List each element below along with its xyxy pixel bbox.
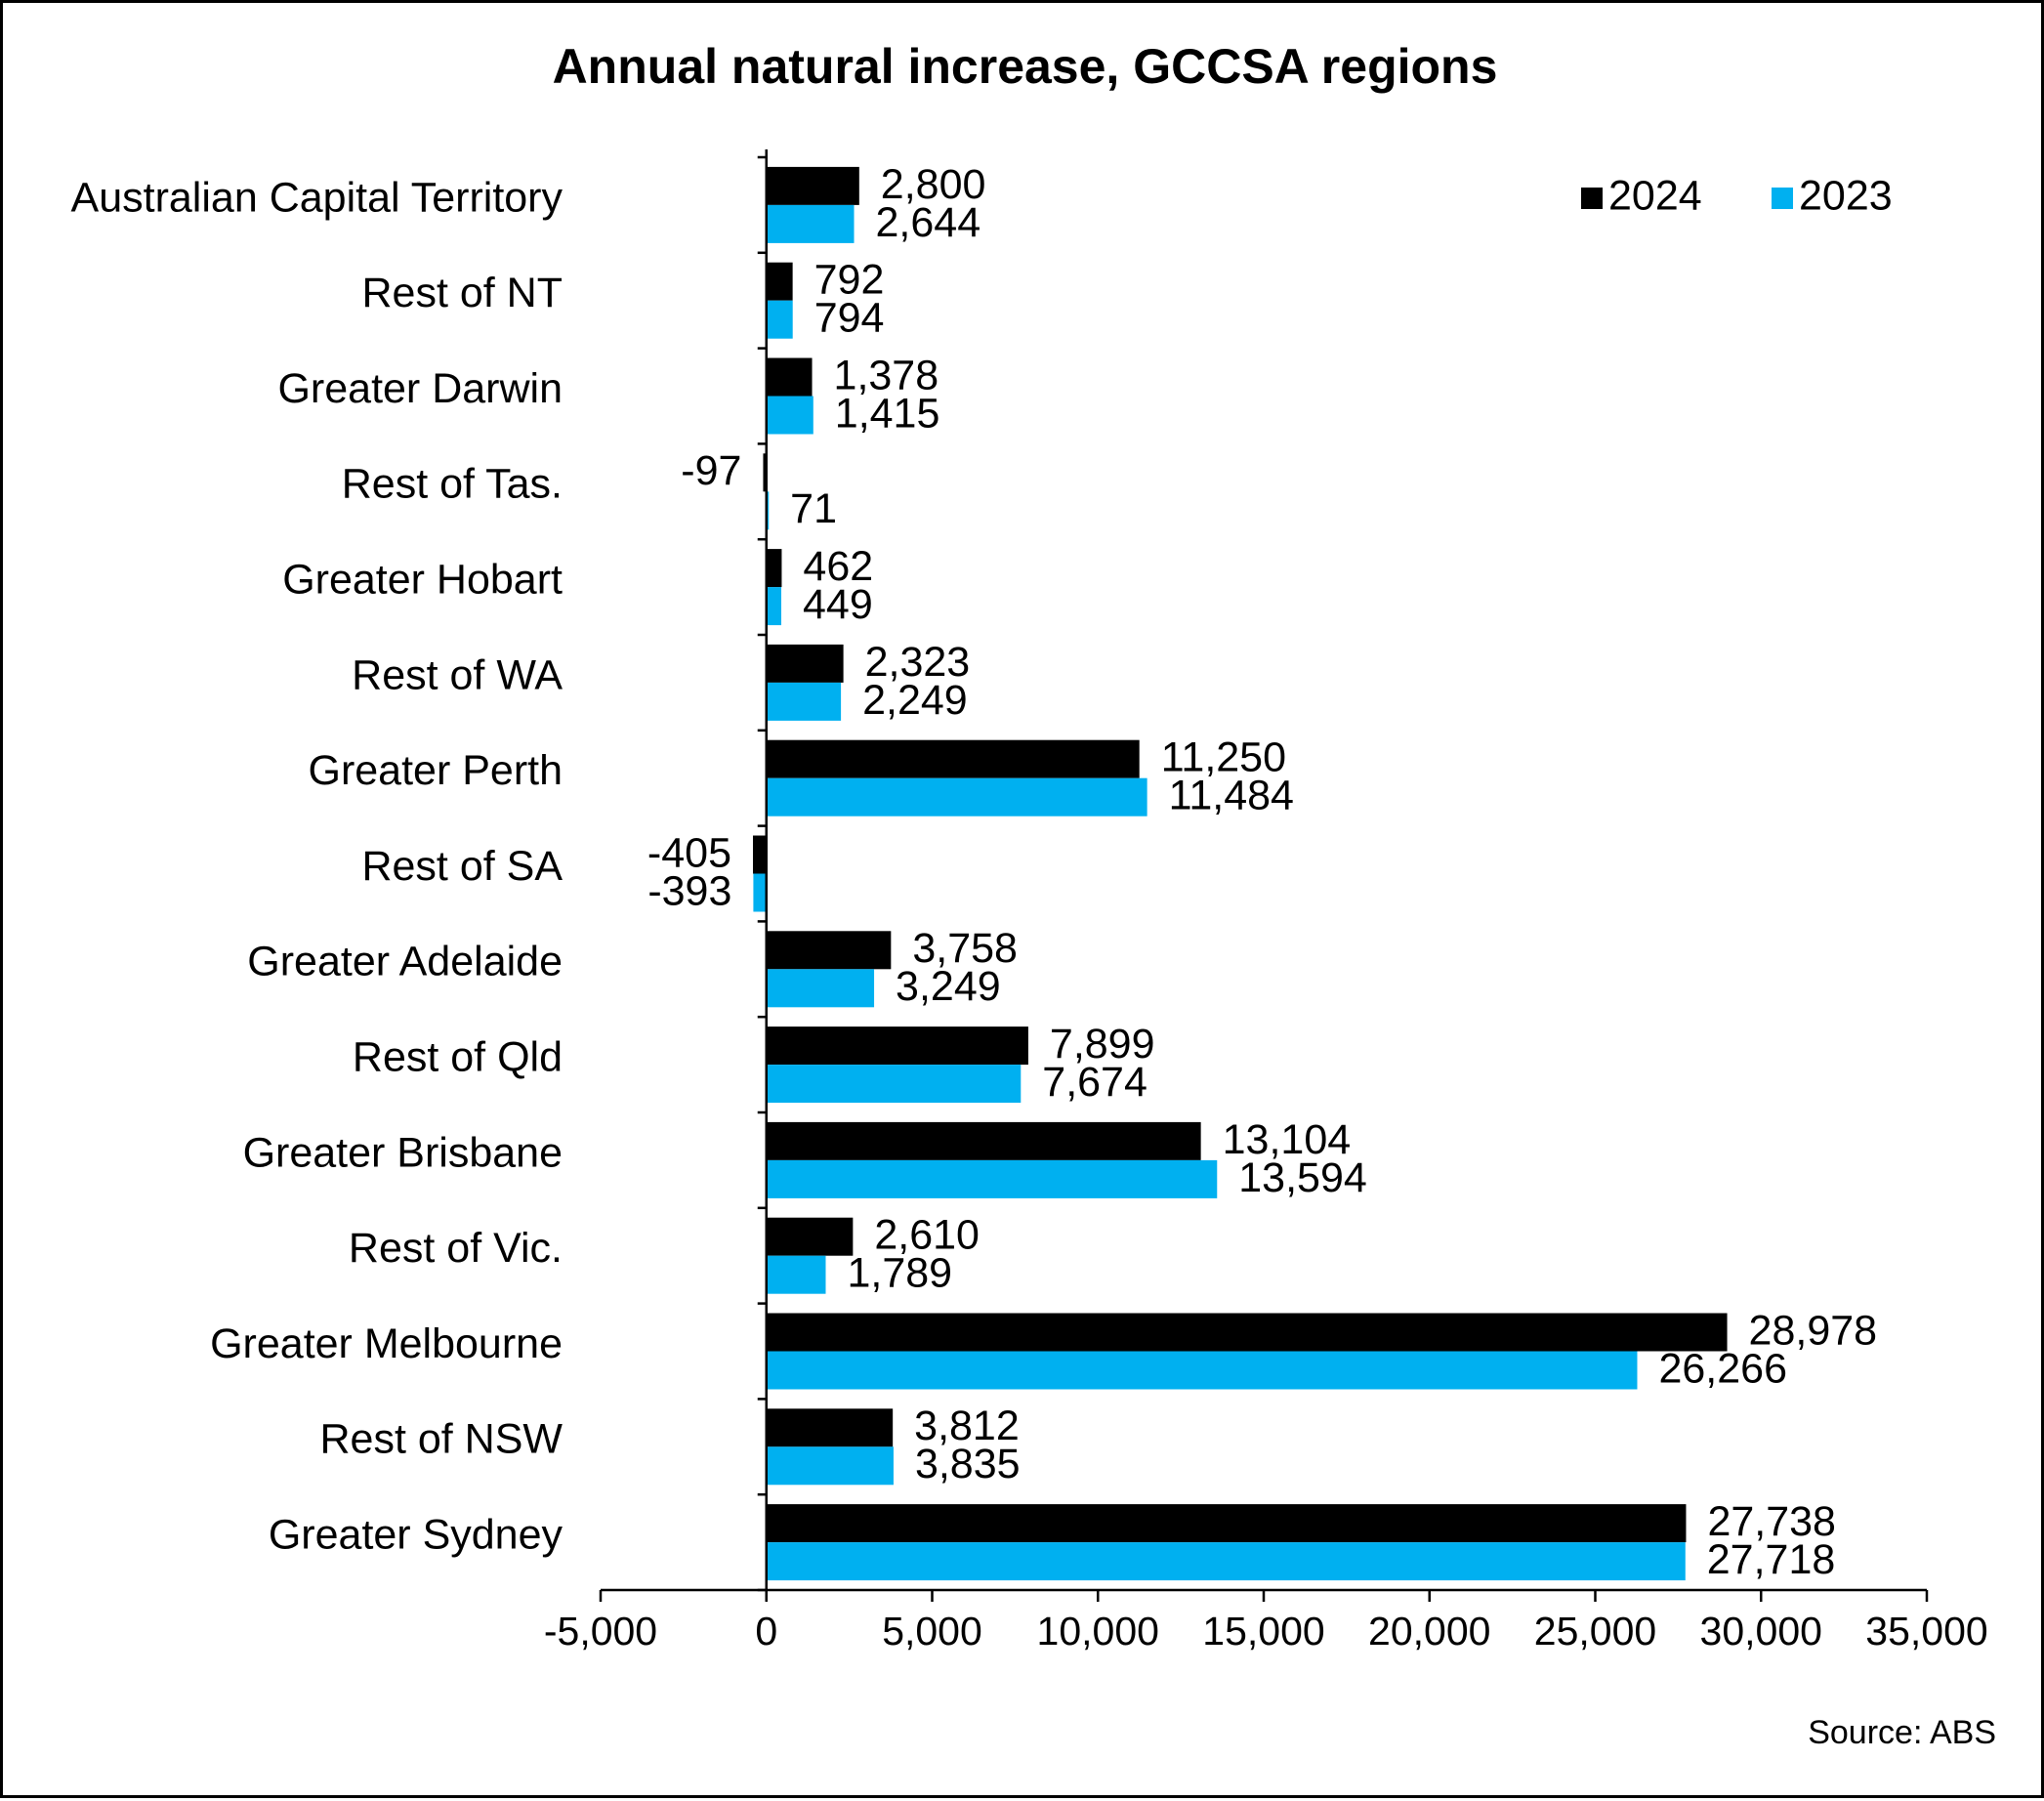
bar-2023-14 [766, 1446, 894, 1486]
bar-2024-11 [766, 1121, 1201, 1160]
value-label: 3,249 [896, 963, 1001, 1010]
bar-2024-15 [766, 1504, 1687, 1543]
bar-2024-6 [766, 644, 844, 683]
category-label: Rest of NSW [320, 1416, 563, 1463]
bar-2023-10 [766, 1065, 1022, 1104]
value-label: 2,323 [865, 639, 971, 686]
value-label: 2,644 [876, 199, 981, 246]
value-label: 7,674 [1042, 1059, 1147, 1106]
bar-2023-5 [766, 587, 781, 626]
bar-2024-8 [753, 835, 767, 874]
bar-2023-11 [766, 1159, 1218, 1198]
category-label: Rest of WA [352, 651, 563, 698]
value-label: 2,249 [862, 677, 968, 724]
legend-swatch [1581, 188, 1603, 209]
bar-2024-12 [766, 1217, 854, 1256]
category-label: Greater Darwin [277, 365, 563, 412]
value-label: 11,250 [1161, 734, 1286, 781]
value-label: 28,978 [1749, 1307, 1878, 1354]
bar-2023-12 [766, 1255, 826, 1294]
value-label: 449 [803, 581, 873, 628]
value-label: 7,899 [1050, 1021, 1155, 1068]
value-label: 792 [814, 257, 885, 304]
tick-label: 25,000 [1534, 1609, 1656, 1654]
value-label: -405 [647, 829, 731, 876]
bar-2023-8 [753, 873, 767, 912]
tick-label: 20,000 [1368, 1609, 1490, 1654]
category-label: Greater Perth [309, 747, 563, 794]
category-label: Rest of Qld [353, 1033, 563, 1080]
bar-2024-1 [766, 166, 859, 205]
category-label: Greater Adelaide [247, 939, 563, 985]
category-label: Greater Melbourne [210, 1320, 563, 1367]
category-label: Greater Hobart [282, 556, 563, 603]
value-label: -393 [647, 867, 731, 914]
tick-label: 30,000 [1700, 1609, 1822, 1654]
bar-2024-10 [766, 1026, 1028, 1066]
legend-label: 2024 [1608, 172, 1702, 219]
legend-item-2024: 2024 [1581, 172, 1702, 219]
category-label: Rest of NT [362, 270, 563, 316]
chart-title: Annual natural increase, GCCSA regions [552, 39, 1498, 94]
bar-2024-14 [766, 1408, 894, 1447]
value-label: 26,266 [1658, 1345, 1787, 1392]
bar-2023-15 [766, 1542, 1686, 1581]
legend-swatch [1772, 188, 1793, 209]
tick-label: 10,000 [1037, 1609, 1159, 1654]
value-label: 2,610 [874, 1212, 980, 1259]
bar-2023-9 [766, 969, 875, 1008]
axes: -5,000 0 5,000 10,000 15,000 20,000 25,000 30,0… [544, 149, 1988, 1654]
category-label: Greater Brisbane [243, 1129, 563, 1176]
bar-2024-7 [766, 739, 1140, 778]
value-label: 71 [790, 485, 837, 532]
value-label: 1,378 [834, 352, 939, 398]
bar-2024-2 [766, 262, 793, 301]
value-label: 27,738 [1707, 1498, 1836, 1545]
legend-item-2023: 2023 [1772, 172, 1893, 219]
category-label: Australian Capital Territory [71, 174, 563, 221]
tick-label: -5,000 [544, 1609, 657, 1654]
bar-2024-3 [766, 357, 813, 397]
source-note: Source: ABS [1808, 1714, 1996, 1751]
bar-2023-6 [766, 682, 842, 721]
bar-2024-4 [763, 453, 767, 492]
bar-2023-2 [766, 300, 793, 339]
category-label: Rest of Tas. [342, 461, 563, 508]
value-label: 13,104 [1223, 1116, 1352, 1163]
value-label: -97 [681, 447, 741, 494]
category-labels: Australian Capital Territory Rest of NT Gr… [71, 174, 563, 1558]
bar-2023-7 [766, 777, 1147, 817]
value-label: 1,415 [835, 390, 940, 437]
value-label: 1,789 [847, 1250, 952, 1297]
bars [753, 166, 1728, 1581]
tick-label: 5,000 [882, 1609, 982, 1654]
value-label: 3,835 [915, 1441, 1021, 1487]
legend-label: 2023 [1799, 172, 1893, 219]
bar-chart: Australian Capital Territory Rest of NT Gr… [71, 149, 1988, 1654]
value-label: 27,718 [1707, 1536, 1836, 1583]
value-label: 13,594 [1238, 1154, 1367, 1201]
bar-2023-13 [766, 1351, 1638, 1390]
legend: 2024 2023 [1581, 172, 1893, 219]
bar-2024-9 [766, 931, 892, 970]
bar-2023-3 [766, 396, 813, 435]
category-label: Rest of SA [361, 843, 563, 890]
bar-2024-13 [766, 1313, 1728, 1352]
category-label: Greater Sydney [269, 1511, 563, 1558]
category-label: Rest of Vic. [349, 1225, 563, 1272]
value-label: 794 [814, 295, 885, 342]
value-label: 3,758 [912, 925, 1018, 972]
tick-label: 15,000 [1202, 1609, 1324, 1654]
tick-label: 35,000 [1865, 1609, 1987, 1654]
tick-label: 0 [755, 1609, 777, 1654]
value-label: 2,800 [881, 161, 986, 208]
value-label: 11,484 [1169, 773, 1294, 819]
value-label: 462 [803, 543, 873, 590]
value-label: 3,812 [914, 1403, 1020, 1449]
bar-2023-1 [766, 204, 855, 243]
bar-2024-5 [766, 549, 782, 588]
